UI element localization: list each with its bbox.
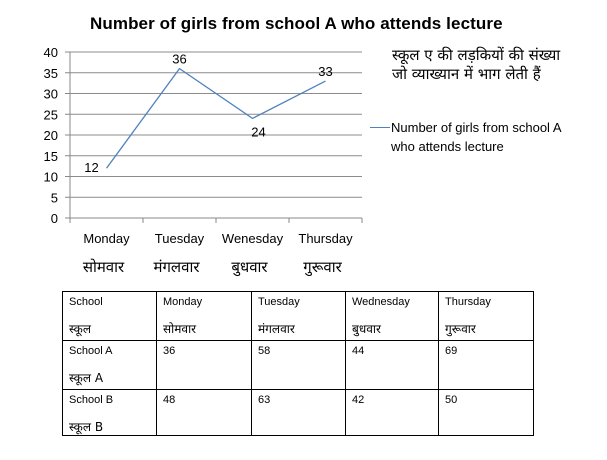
table-cell: 69 — [438, 340, 534, 390]
data-label: 36 — [172, 52, 186, 67]
header-hi: बुधवार — [352, 322, 381, 336]
header-en: Wednesday — [352, 296, 410, 308]
school-name-en: School A — [69, 345, 113, 357]
legend-line-swatch — [370, 127, 390, 128]
table-cell: 63 — [251, 389, 346, 436]
table-header-row: School स्कूल Monday सोमवार Tuesday मंगलव… — [62, 291, 534, 341]
y-tick-label: 10 — [44, 170, 58, 185]
cell-value: 36 — [163, 345, 176, 357]
data-label: 33 — [318, 64, 332, 79]
table-header-cell: Tuesday मंगलवार — [251, 291, 346, 341]
header-en: School — [69, 296, 103, 308]
y-tick-label: 5 — [51, 190, 58, 205]
series-line — [105, 67, 326, 169]
y-tick-label: 35 — [44, 66, 58, 81]
cell-value: 50 — [445, 394, 458, 406]
table-cell-school: School A स्कूल A — [62, 340, 157, 390]
y-tick-label: 40 — [44, 45, 58, 60]
header-en: Thursday — [445, 296, 491, 308]
header-en: Monday — [163, 296, 203, 308]
header-hi: स्कूल — [69, 322, 92, 336]
cell-value: 69 — [445, 345, 458, 357]
x-tick-label: Monday — [83, 231, 130, 246]
header-hi: सोमवार — [163, 322, 197, 336]
x-tick-label: Thursday — [298, 231, 353, 246]
table-cell: 48 — [156, 389, 252, 436]
header-hi: मंगलवार — [258, 322, 295, 336]
y-tick-label: 30 — [44, 87, 58, 102]
cell-value: 42 — [352, 394, 365, 406]
x-tick-label: Wenesday — [222, 231, 284, 246]
table-cell: 42 — [345, 389, 439, 436]
school-name-hi: स्कूल A — [69, 371, 104, 385]
table-cell: 58 — [251, 340, 346, 390]
cell-value: 48 — [163, 394, 176, 406]
header-hi: गुरूवार — [445, 322, 476, 336]
data-table: School स्कूल Monday सोमवार Tuesday मंगलव… — [62, 291, 534, 436]
table-row: School A स्कूल A 36 58 44 69 — [62, 340, 534, 390]
data-label: 24 — [251, 124, 265, 139]
table-header-cell: School स्कूल — [62, 291, 157, 341]
line-chart: 0 5 10 15 20 25 30 35 40 Monday सोमवार Tuesday मंगलव… — [44, 45, 363, 277]
y-tick-label: 25 — [44, 107, 58, 122]
data-label: 12 — [84, 160, 98, 175]
cell-value: 58 — [258, 345, 271, 357]
table-header-cell: Wednesday बुधवार — [345, 291, 439, 341]
y-tick-label: 0 — [51, 211, 58, 226]
cell-value: 63 — [258, 394, 271, 406]
header-en: Tuesday — [258, 296, 300, 308]
table-cell: 50 — [438, 389, 534, 436]
table-row: School B स्कूल B 48 63 42 50 — [62, 389, 534, 436]
table-cell-school: School B स्कूल B — [62, 389, 157, 436]
table-cell: 44 — [345, 340, 439, 390]
y-tick-label: 15 — [44, 149, 58, 164]
x-tick-label-hindi: बुधवार — [231, 258, 268, 277]
cell-value: 44 — [352, 345, 365, 357]
chart-title: Number of girls from school A who attend… — [90, 14, 503, 33]
table-header-cell: Thursday गुरूवार — [438, 291, 534, 341]
hindi-title-note: स्कूल ए की लड़कियों की संख्या जो व्याख्य… — [392, 46, 561, 83]
table-cell: 36 — [156, 340, 252, 390]
x-tick-label-hindi: मंगलवार — [154, 258, 201, 276]
legend-label: Number of girls from school A who attend… — [391, 120, 561, 154]
y-tick-label: 20 — [44, 128, 58, 143]
x-tick-label-hindi: गुरूवार — [303, 258, 342, 277]
x-tick-label: Tuesday — [155, 231, 205, 246]
table-header-cell: Monday सोमवार — [156, 291, 252, 341]
school-name-en: School B — [69, 394, 114, 406]
x-tick-label-hindi: सोमवार — [83, 258, 125, 276]
school-name-hi: स्कूल B — [69, 420, 104, 434]
